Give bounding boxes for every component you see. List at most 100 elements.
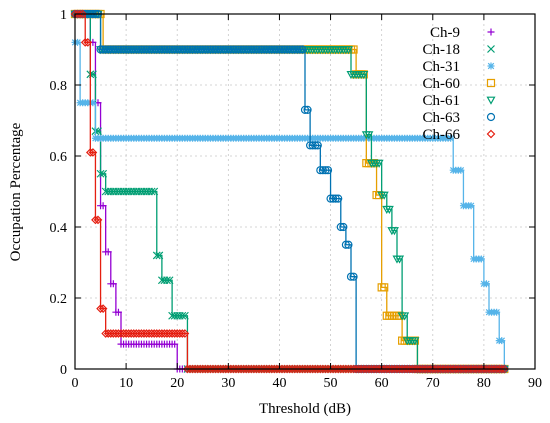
- data-point: [196, 45, 205, 54]
- data-point: [89, 99, 97, 107]
- data-point: [101, 45, 110, 54]
- data-point: [139, 45, 149, 54]
- data-point: [145, 45, 154, 54]
- x-tick-label: 70: [426, 376, 440, 391]
- data-point: [239, 45, 248, 54]
- data-point: [75, 9, 85, 19]
- data-point: [298, 45, 307, 54]
- data-point: [183, 45, 192, 54]
- data-point: [477, 255, 485, 263]
- data-point: [114, 308, 122, 316]
- data-point: [318, 166, 327, 175]
- data-point: [106, 45, 115, 54]
- data-point: [275, 45, 284, 54]
- data-point: [346, 272, 356, 281]
- data-point: [280, 45, 289, 54]
- data-point: [147, 187, 156, 196]
- data-point: [178, 311, 187, 320]
- data-point: [364, 131, 374, 140]
- data-point: [129, 45, 138, 54]
- data-point: [265, 45, 274, 54]
- data-point: [114, 45, 123, 54]
- data-point: [311, 141, 320, 150]
- data-point: [498, 337, 506, 345]
- data-point: [150, 187, 159, 196]
- data-point: [211, 45, 220, 54]
- legend-marker: [487, 28, 495, 36]
- data-point: [142, 45, 151, 54]
- y-tick-label: 0.4: [50, 221, 68, 236]
- data-point: [341, 240, 350, 249]
- data-point: [93, 215, 103, 225]
- legend-marker: [486, 112, 496, 122]
- data-point: [155, 45, 164, 54]
- data-point: [160, 45, 169, 54]
- data-point: [290, 45, 299, 54]
- data-point: [374, 159, 384, 168]
- x-tick-label: 0: [72, 376, 79, 391]
- legend-label: Ch-31: [423, 59, 461, 75]
- data-point: [127, 45, 136, 54]
- data-point: [288, 45, 297, 54]
- data-point: [306, 141, 315, 150]
- x-tick-label: 10: [119, 376, 133, 391]
- data-point: [247, 45, 256, 54]
- data-point: [206, 45, 215, 54]
- data-point: [257, 45, 266, 54]
- data-point: [132, 45, 141, 54]
- x-tick-label: 80: [477, 376, 491, 391]
- y-tick-label: 1: [60, 8, 67, 23]
- data-point: [229, 45, 238, 54]
- data-point: [323, 166, 333, 175]
- data-point: [242, 45, 251, 54]
- data-point: [303, 105, 312, 114]
- data-point: [216, 45, 225, 54]
- y-tick-label: 0.8: [50, 79, 68, 94]
- x-tick-label: 30: [221, 376, 235, 391]
- data-point: [270, 45, 279, 54]
- data-point: [231, 45, 241, 54]
- y-tick-label: 0.6: [50, 150, 68, 165]
- data-point: [80, 38, 90, 47]
- data-point: [109, 45, 118, 54]
- data-point: [493, 308, 501, 316]
- legend-marker: [487, 45, 495, 53]
- data-point: [180, 311, 189, 320]
- data-point: [163, 276, 171, 285]
- data-point: [173, 45, 182, 54]
- data-point: [339, 222, 348, 232]
- data-point: [88, 148, 98, 157]
- data-point: [254, 45, 264, 54]
- x-tick-label: 40: [272, 376, 286, 391]
- data-point: [155, 251, 164, 260]
- series-line: [75, 41, 505, 369]
- data-point: [208, 45, 218, 54]
- data-point: [326, 194, 335, 203]
- data-point: [293, 45, 302, 54]
- data-point: [188, 45, 197, 54]
- data-point: [134, 45, 143, 54]
- data-point: [234, 45, 243, 54]
- data-point: [499, 364, 509, 374]
- data-point: [260, 45, 269, 54]
- x-axis-title: Threshold (dB): [259, 401, 351, 417]
- data-point: [99, 45, 108, 54]
- data-point: [389, 227, 399, 236]
- data-point: [165, 45, 174, 54]
- legend-label: Ch-66: [423, 127, 461, 143]
- legend-label: Ch-9: [430, 25, 460, 41]
- data-point: [180, 329, 190, 338]
- data-point: [224, 45, 233, 54]
- data-point: [171, 340, 179, 348]
- data-point: [185, 45, 195, 54]
- legend-label: Ch-60: [423, 76, 461, 92]
- series-ch-66: [70, 9, 509, 374]
- legend-marker: [486, 129, 496, 139]
- data-point: [150, 45, 159, 54]
- data-point: [122, 45, 131, 54]
- data-point: [191, 45, 200, 54]
- data-point: [157, 45, 166, 54]
- data-point: [137, 45, 146, 54]
- y-axis-title: Occupation Percentage: [8, 122, 24, 261]
- series-ch-31: [71, 38, 508, 373]
